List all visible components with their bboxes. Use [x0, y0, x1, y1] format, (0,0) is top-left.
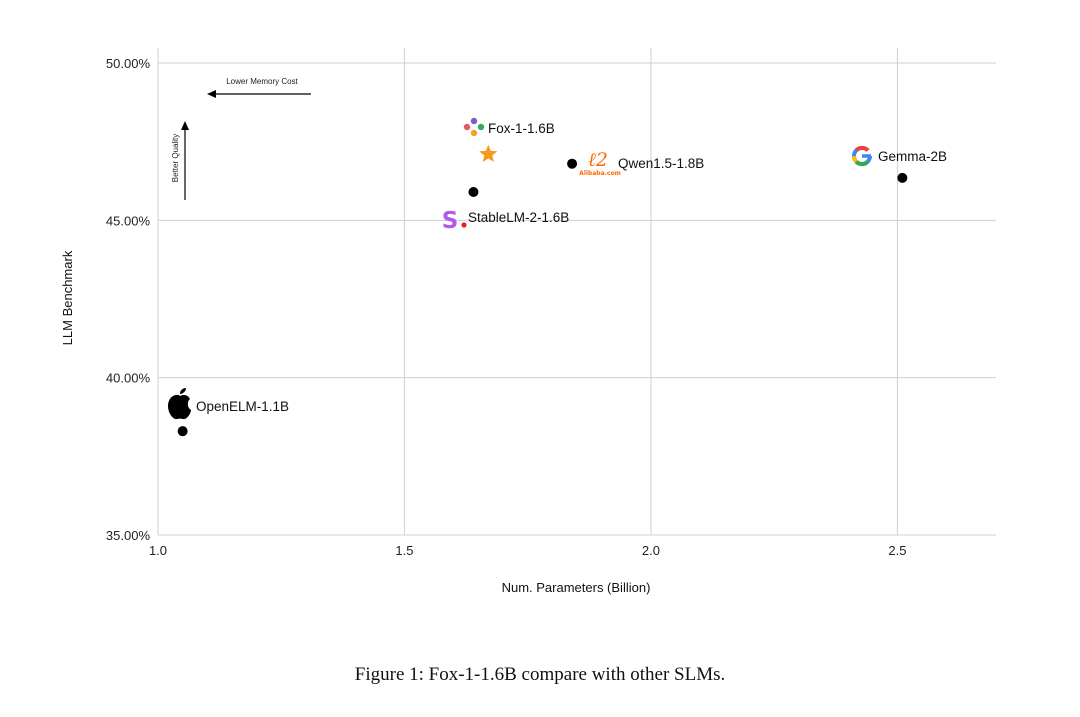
x-tick-label: 2.0 — [642, 543, 660, 558]
better-quality-annotation: Better Quality — [171, 121, 189, 200]
alibaba-logo-text: Alibaba.com — [579, 170, 621, 177]
y-tick-label: 50.00% — [106, 56, 151, 71]
point-label: Gemma-2B — [878, 149, 947, 164]
y-tick-label: 45.00% — [106, 213, 151, 228]
grid — [157, 48, 996, 536]
svg-text:S: S — [442, 208, 459, 234]
fox-logo — [463, 117, 485, 137]
x-tick-label: 1.0 — [149, 543, 167, 558]
y-tick-label: 40.00% — [106, 371, 151, 386]
lower-memory-cost-annotation: Lower Memory Cost — [207, 77, 311, 98]
stability-logo: S — [442, 208, 467, 234]
scatter-chart: 1.0 1.5 2.0 2.5 35.00% 40.00% 45.00% 50.00% Nu… — [60, 48, 996, 595]
point-label: OpenELM-1.1B — [196, 399, 289, 414]
point-label: StableLM-2-1.6B — [468, 210, 569, 225]
x-arrow-label: Lower Memory Cost — [226, 77, 298, 86]
alibaba-logo: ℓ2 Alibaba.com — [579, 149, 621, 177]
google-logo — [852, 145, 872, 167]
x-axis-title: Num. Parameters (Billion) — [502, 580, 651, 595]
point-label: Fox-1-1.6B — [488, 121, 555, 136]
data-point — [897, 172, 908, 183]
x-tick-label: 2.5 — [888, 543, 906, 558]
figure-caption: Figure 1: Fox-1-1.6B compare with other … — [354, 664, 726, 685]
svg-text:ℓ2: ℓ2 — [588, 149, 608, 171]
up-arrow-icon — [181, 121, 189, 130]
y-arrow-label: Better Quality — [171, 134, 180, 182]
left-arrow-icon — [207, 90, 216, 98]
x-ticks: 1.0 1.5 2.0 2.5 — [149, 543, 906, 558]
point-labels: Fox-1-1.6B Qwen1.5-1.8B Gemma-2B StableLM-2… — [196, 121, 947, 414]
y-ticks: 35.00% 40.00% 45.00% 50.00% — [106, 56, 151, 543]
y-tick-label: 35.00% — [106, 528, 151, 543]
data-point — [567, 158, 578, 169]
point-label: Qwen1.5-1.8B — [618, 156, 704, 171]
data-point — [177, 426, 188, 437]
data-points — [177, 144, 908, 437]
y-axis-title: LLM Benchmark — [60, 250, 75, 345]
fox-star-marker — [479, 144, 498, 162]
data-point — [468, 187, 479, 198]
apple-logo — [168, 388, 191, 420]
x-tick-label: 1.5 — [395, 543, 413, 558]
